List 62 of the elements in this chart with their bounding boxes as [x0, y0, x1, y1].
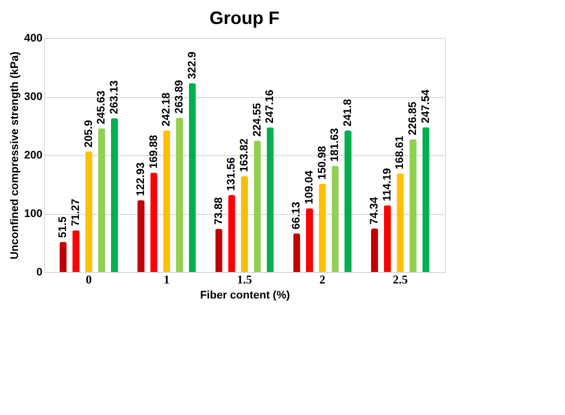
- bar: [85, 152, 92, 272]
- y-tick-label: 300: [24, 91, 42, 103]
- data-label: 150.98: [316, 146, 328, 180]
- y-tick-label: 400: [24, 32, 42, 44]
- bar: [240, 176, 248, 272]
- bar: [228, 195, 236, 272]
- data-label: 226.85: [407, 102, 420, 136]
- bar: [344, 130, 352, 272]
- data-label: 122.93: [134, 162, 147, 196]
- data-label: 168.61: [394, 136, 406, 170]
- data-label: 263.89: [173, 80, 186, 114]
- bar: [254, 140, 261, 272]
- x-tick-label: 0: [86, 272, 92, 286]
- data-label: 163.82: [238, 138, 250, 172]
- data-label: 109.04: [304, 170, 316, 204]
- data-label: 51.5: [57, 216, 70, 238]
- data-label: 74.34: [368, 196, 381, 225]
- data-label: 241.8: [342, 99, 354, 127]
- x-tick-label: 2.5: [392, 272, 408, 286]
- bar: [371, 228, 378, 272]
- data-label: 247.16: [264, 90, 276, 124]
- x-axis-title: Fiber content (%): [200, 290, 290, 302]
- bar: [176, 118, 183, 272]
- x-tick-label: 1: [164, 272, 170, 286]
- bar: [332, 166, 339, 272]
- bar: [188, 83, 196, 272]
- data-label: 263.13: [108, 80, 120, 114]
- data-label: 71.27: [70, 198, 82, 226]
- bar: [163, 130, 170, 272]
- bar: [306, 208, 314, 272]
- data-label: 66.13: [290, 202, 303, 230]
- data-label: 114.19: [381, 168, 394, 202]
- data-label: 131.56: [226, 157, 238, 192]
- data-label: 205.9: [82, 120, 95, 148]
- y-axis-title: Unconfined compressive strength (kPa): [9, 51, 22, 260]
- data-label: 181.63: [329, 128, 342, 162]
- y-tick-label: 100: [24, 208, 42, 220]
- bar: [293, 233, 300, 272]
- bar: [410, 139, 417, 272]
- data-label: 224.55: [251, 102, 264, 137]
- data-label: 73.88: [212, 197, 225, 225]
- data-label: 245.63: [96, 90, 108, 124]
- data-label: 169.88: [148, 134, 160, 169]
- y-tick-label: 200: [24, 150, 42, 162]
- bar: [98, 128, 106, 272]
- bar: [266, 127, 274, 272]
- bar: [384, 205, 391, 272]
- bar: [150, 172, 158, 272]
- bar: [396, 173, 404, 272]
- data-label: 247.54: [420, 88, 432, 124]
- data-label: 242.18: [160, 92, 173, 126]
- bar: [60, 242, 67, 272]
- x-tick-label: 1.5: [237, 272, 252, 286]
- bar: [110, 118, 118, 272]
- bar: [422, 127, 430, 272]
- x-tick-label: 2: [319, 272, 326, 286]
- bar: [137, 200, 144, 272]
- data-label: 322.9: [186, 52, 198, 80]
- bar: [215, 228, 222, 272]
- bar: [318, 184, 326, 272]
- chart-title: Group F: [210, 8, 280, 28]
- bar: [72, 230, 80, 272]
